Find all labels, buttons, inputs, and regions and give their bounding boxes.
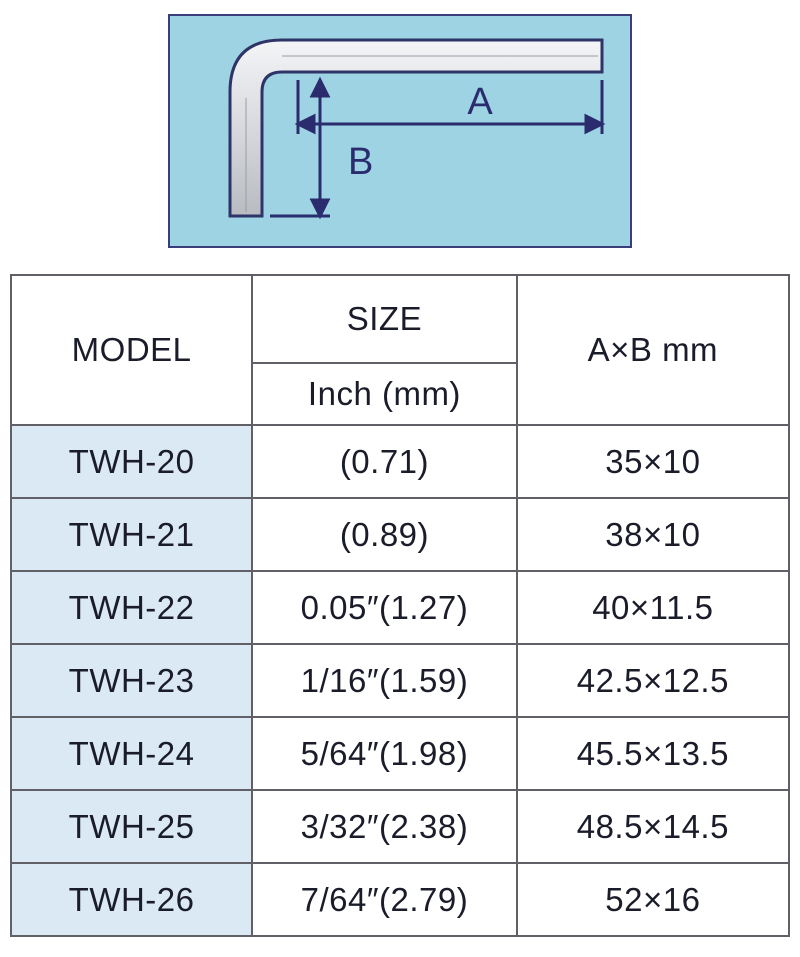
cell-model: TWH-22: [11, 571, 252, 644]
dimension-a-label: A: [467, 81, 493, 123]
cell-size: 1/16″(1.59): [252, 644, 517, 717]
cell-ab: 38×10: [517, 498, 789, 571]
table-row: TWH-245/64″(1.98)45.5×13.5: [11, 717, 789, 790]
col-header-size: SIZE: [252, 275, 517, 363]
cell-model: TWH-23: [11, 644, 252, 717]
hex-key-body: [230, 40, 602, 216]
col-header-ab: A×B mm: [517, 275, 789, 425]
cell-size: (0.71): [252, 425, 517, 498]
table-row: TWH-267/64″(2.79)52×16: [11, 863, 789, 936]
diagram-svg: A B: [170, 16, 630, 246]
cell-model: TWH-26: [11, 863, 252, 936]
cell-ab: 48.5×14.5: [517, 790, 789, 863]
cell-ab: 45.5×13.5: [517, 717, 789, 790]
diagram-container: A B: [0, 0, 800, 274]
col-subheader-size: Inch (mm): [252, 363, 517, 425]
cell-model: TWH-25: [11, 790, 252, 863]
spec-table-body: TWH-20(0.71)35×10TWH-21(0.89)38×10TWH-22…: [11, 425, 789, 936]
cell-size: 7/64″(2.79): [252, 863, 517, 936]
dimension-a: [298, 80, 602, 134]
cell-size: 3/32″(2.38): [252, 790, 517, 863]
table-row: TWH-253/32″(2.38)48.5×14.5: [11, 790, 789, 863]
spec-table-container: MODEL SIZE A×B mm Inch (mm) TWH-20(0.71)…: [0, 274, 800, 937]
col-header-model: MODEL: [11, 275, 252, 425]
table-row: TWH-231/16″(1.59)42.5×12.5: [11, 644, 789, 717]
cell-ab: 40×11.5: [517, 571, 789, 644]
cell-size: (0.89): [252, 498, 517, 571]
dimension-b: [270, 80, 330, 216]
table-row: TWH-20(0.71)35×10: [11, 425, 789, 498]
table-row: TWH-21(0.89)38×10: [11, 498, 789, 571]
cell-model: TWH-20: [11, 425, 252, 498]
spec-table: MODEL SIZE A×B mm Inch (mm) TWH-20(0.71)…: [10, 274, 790, 937]
cell-size: 5/64″(1.98): [252, 717, 517, 790]
cell-ab: 52×16: [517, 863, 789, 936]
hex-key-diagram: A B: [168, 14, 632, 248]
cell-ab: 42.5×12.5: [517, 644, 789, 717]
table-row: TWH-220.05″(1.27)40×11.5: [11, 571, 789, 644]
cell-model: TWH-24: [11, 717, 252, 790]
dimension-b-label: B: [348, 141, 373, 183]
cell-size: 0.05″(1.27): [252, 571, 517, 644]
cell-model: TWH-21: [11, 498, 252, 571]
cell-ab: 35×10: [517, 425, 789, 498]
